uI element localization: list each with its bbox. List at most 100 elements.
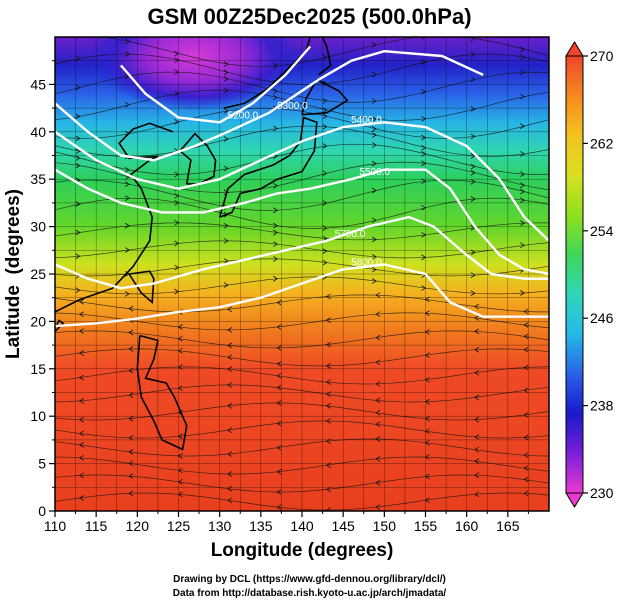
contour-label: 5300.0: [277, 101, 308, 112]
streamline-arrow: [223, 136, 229, 142]
streamline-arrow: [227, 382, 233, 388]
streamline-arrow: [375, 436, 381, 442]
streamline-arrow: [325, 379, 331, 385]
colorbar-tick-label: 238: [590, 398, 614, 414]
streamline-arrow: [273, 241, 279, 248]
streamline-arrow: [273, 125, 279, 132]
streamline-arrow: [276, 324, 282, 330]
streamline-arrow: [520, 242, 526, 249]
y-axis-label: Latitude (degrees): [3, 189, 24, 359]
streamline-arrow: [128, 392, 134, 398]
streamline-arrow: [520, 171, 526, 177]
colorbar-min-arrow: [565, 492, 584, 508]
streamline-arrow: [523, 364, 529, 371]
streamline-arrow: [75, 201, 81, 207]
y-tick-label: 35: [30, 171, 46, 187]
streamline-arrow: [276, 489, 282, 495]
streamline-arrow: [78, 442, 84, 448]
streamline-arrow: [371, 132, 377, 138]
streamline-arrow: [371, 116, 377, 123]
streamline-arrow: [223, 282, 229, 288]
streamline-arrow: [470, 178, 476, 185]
contour-label: 5400.0: [351, 115, 382, 126]
streamline-arrow: [523, 465, 529, 472]
streamline-arrow: [78, 495, 84, 501]
streamline-arrow: [75, 253, 81, 260]
streamline-arrow: [227, 427, 233, 434]
streamline-arrow: [523, 308, 529, 315]
streamline-arrow: [371, 187, 377, 194]
streamline-arrow: [276, 360, 282, 367]
streamline-arrow: [470, 133, 476, 140]
streamline-arrow: [223, 165, 229, 172]
streamline-arrow: [227, 403, 233, 409]
streamline-arrow: [124, 101, 130, 108]
streamline-arrow: [128, 305, 134, 312]
streamline-arrow: [227, 354, 233, 361]
streamline-arrow: [227, 342, 233, 349]
coastline: [128, 270, 155, 305]
streamline-arrow: [371, 126, 377, 132]
streamline-arrow: [75, 148, 81, 155]
streamline-arrow: [276, 504, 282, 510]
streamline-arrow: [124, 291, 130, 297]
streamline-arrow: [470, 163, 476, 170]
streamline-arrow: [75, 113, 81, 120]
credit-drawing: Drawing by DCL (https://www.gfd-dennou.o…: [173, 574, 446, 585]
streamline-arrow: [78, 472, 84, 479]
streamline-arrow: [474, 369, 480, 376]
streamline-arrow: [223, 87, 229, 94]
streamline-arrow: [523, 476, 529, 483]
streamline-arrow: [520, 46, 526, 53]
y-tick-label: 5: [38, 456, 46, 472]
streamline-arrow: [474, 472, 480, 479]
streamline-arrow: [470, 106, 476, 112]
streamline-arrow: [223, 108, 229, 114]
streamline-arrow: [78, 416, 84, 423]
streamline-arrow: [128, 460, 134, 467]
streamline-arrow: [223, 69, 229, 76]
contour-line: [55, 263, 549, 328]
cold-core-shading: [89, 37, 300, 111]
streamline-arrow: [520, 197, 526, 204]
streamline-arrow: [375, 292, 381, 298]
streamline-arrow: [371, 142, 377, 148]
streamline-arrow: [474, 491, 480, 498]
streamline-arrow: [375, 380, 381, 387]
streamline-arrow: [223, 75, 229, 82]
chart-title: GSM 00Z25Dec2025 (500.0hPa): [147, 4, 472, 29]
streamline-arrow: [375, 479, 381, 486]
colorbar-tick-label: 254: [590, 223, 614, 239]
x-tick-label: 120: [126, 518, 150, 534]
streamline-arrow: [124, 222, 130, 229]
x-tick-label: 130: [208, 518, 232, 534]
coastline: [55, 319, 65, 333]
streamline-arrow: [124, 181, 130, 188]
streamline-arrow: [128, 449, 134, 455]
colorbar: [565, 55, 584, 494]
colorbar-tick-label: 262: [590, 135, 614, 151]
streamline-arrow: [474, 328, 480, 335]
streamline-arrow: [78, 298, 84, 305]
streamline-arrow: [371, 236, 377, 243]
streamline-arrow: [520, 93, 526, 100]
streamline-arrow: [273, 62, 279, 69]
streamline-arrow: [78, 311, 84, 318]
streamline-arrow: [474, 303, 480, 310]
streamline-arrow: [523, 387, 529, 394]
streamline-arrow: [325, 486, 331, 493]
streamline-arrow: [375, 334, 381, 341]
coastline: [318, 37, 332, 76]
streamline-arrow: [325, 418, 331, 424]
streamline-arrow: [78, 374, 84, 381]
y-tick-label: 25: [30, 266, 46, 282]
streamline-arrow: [276, 345, 282, 351]
streamline-arrow: [276, 444, 282, 451]
streamline-arrow: [371, 98, 377, 104]
x-tick-label: 125: [167, 518, 191, 534]
streamline-arrow: [325, 507, 331, 511]
streamline-arrow: [273, 94, 279, 101]
streamline-arrow: [322, 98, 328, 104]
streamline-arrow: [124, 51, 130, 57]
streamline-arrow: [273, 222, 279, 229]
